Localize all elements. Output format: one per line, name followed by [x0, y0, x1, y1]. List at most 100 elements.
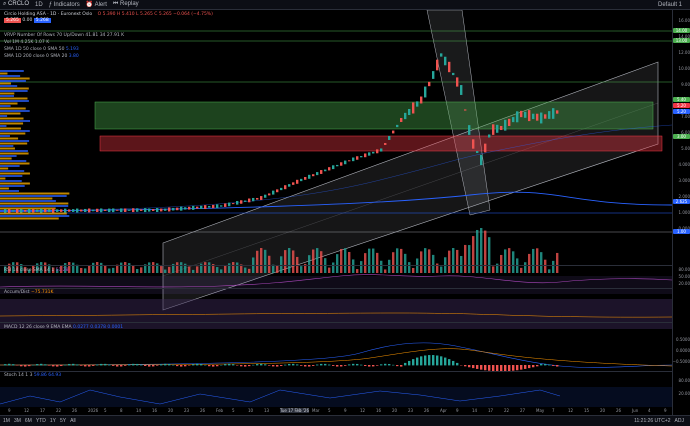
time-tick: 16: [376, 408, 382, 413]
interval-button[interactable]: 1D: [35, 1, 43, 8]
accdist-pane-bg: [0, 299, 672, 329]
layout-name[interactable]: Default 1: [657, 1, 682, 8]
price-badge: 5.20: [673, 103, 690, 108]
chart-canvas[interactable]: [0, 10, 672, 415]
volume-profile-row: [0, 217, 59, 220]
macd-bar: [456, 362, 459, 366]
candle: [52, 208, 55, 213]
candle: [176, 207, 179, 211]
volume-profile-row: [0, 180, 22, 182]
macd-bar: [200, 364, 203, 366]
pane-divider[interactable]: [0, 265, 690, 266]
time-tick: 20: [600, 408, 606, 413]
volume-bar: [232, 262, 235, 273]
candle: [432, 71, 435, 79]
macd-bar: [340, 365, 343, 367]
time-tick: 26: [200, 408, 206, 413]
price-tick: 16.00: [678, 18, 690, 23]
stoch-legend[interactable]: Stoch 14 1 3 59.86 64.93: [4, 373, 61, 378]
price-badge: 5.40: [673, 97, 690, 102]
sma-legend-2[interactable]: SMA 1D 200 close 0 SMA 20 3.80: [4, 54, 79, 59]
candle: [288, 184, 291, 187]
candle: [256, 197, 259, 200]
volume-bar: [532, 248, 535, 273]
macd-bar: [484, 365, 487, 371]
time-axis[interactable]: 9 12 17 22 26 2026 5 8 14 16 20 23 26 Feb 5 10 13 Tue 17 …: [0, 408, 672, 415]
macd-bar: [108, 364, 111, 366]
accdist-line: [0, 312, 672, 318]
indicators-button[interactable]: ƒ Indicators: [48, 1, 80, 8]
range-button[interactable]: All: [70, 418, 76, 424]
macd-bar: [4, 364, 7, 366]
volume-bar: [288, 248, 291, 273]
volume-bar: [480, 228, 483, 273]
candle: [48, 209, 51, 212]
time-tick: 9: [344, 408, 347, 413]
range-button[interactable]: 3M: [13, 418, 21, 424]
pane-divider[interactable]: [0, 322, 690, 323]
volume-bar: [20, 263, 23, 273]
volume-bar: [108, 268, 111, 273]
volume-bar: [368, 248, 371, 273]
macd-bar: [344, 365, 347, 366]
macd-bar: [468, 365, 471, 368]
volume-bar: [144, 264, 147, 273]
macd-bar: [268, 365, 271, 366]
rsi-legend[interactable]: RSI 14 close SMA 14 1 51.28: [4, 268, 69, 273]
macd-bar: [24, 365, 27, 367]
macd-legend[interactable]: MACD 12 26 close 9 EMA EMA 0.0277 0.0378…: [4, 325, 123, 330]
macd-bar: [228, 363, 231, 366]
macd-bar: [272, 365, 275, 367]
candle: [188, 206, 191, 210]
candle: [132, 208, 135, 213]
time-tick: 20: [392, 408, 398, 413]
symbol-search[interactable]: ⌕ CRCLO: [3, 1, 30, 7]
sma-legend-1[interactable]: SMA 1D 50 close 0 SMA 50 5.193: [4, 47, 79, 52]
macd-bar: [188, 365, 191, 366]
volume-bar: [104, 265, 107, 273]
candle: [372, 151, 375, 154]
macd-bar: [292, 363, 295, 366]
macd-bar: [252, 364, 255, 366]
quote-box[interactable]: 5.265 0.00 5.268: [4, 18, 51, 23]
volume-bar: [220, 269, 223, 273]
volume-bar: [420, 251, 423, 273]
volume-bar: [408, 262, 411, 273]
volume-bar: [188, 266, 191, 273]
range-button[interactable]: 1Y: [49, 418, 56, 424]
volume-profile-row: [0, 197, 53, 200]
volume-profile-row: [0, 110, 30, 112]
range-button[interactable]: 1M: [3, 418, 10, 424]
candle: [276, 189, 279, 193]
alert-button[interactable]: ⏰ Alert: [85, 2, 107, 8]
range-button[interactable]: 6M: [24, 418, 32, 424]
candle: [24, 210, 27, 212]
price-axis[interactable]: 16.0014.0012.0010.009.008.007.006.005.00…: [672, 10, 690, 415]
volume-profile-row: [0, 140, 30, 142]
volume-bar: [96, 262, 99, 273]
macd-bar: [304, 365, 307, 367]
pane-divider[interactable]: [0, 371, 690, 372]
range-button[interactable]: 5Y: [59, 418, 67, 424]
macd-bar: [424, 355, 427, 366]
candle: [508, 118, 511, 126]
macd-bar: [420, 356, 423, 366]
volume-profile-row: [0, 70, 24, 72]
candle: [544, 114, 547, 119]
accdist-legend[interactable]: Accum/Dist −75.731K: [4, 290, 53, 295]
candle: [332, 165, 335, 170]
candle: [224, 203, 227, 207]
macd-bar: [120, 365, 123, 367]
adj-toggle[interactable]: ADJ: [674, 418, 684, 424]
volume-legend[interactable]: Vol 1M 4.25K 1.07 K: [4, 40, 50, 45]
pane-divider[interactable]: [0, 288, 690, 289]
volume-bar: [36, 263, 39, 273]
time-tick: 12: [360, 408, 366, 413]
vrvp-legend[interactable]: VRVP Number Of Rows 70 Up/Down 41.81 34 …: [4, 33, 125, 38]
replay-button[interactable]: ⏮ Replay: [112, 1, 139, 7]
volume-bar: [100, 262, 103, 273]
range-button[interactable]: YTD: [35, 418, 46, 424]
macd-bar: [160, 364, 163, 366]
volume-bar: [208, 262, 211, 273]
volume-profile-row: [0, 147, 15, 150]
